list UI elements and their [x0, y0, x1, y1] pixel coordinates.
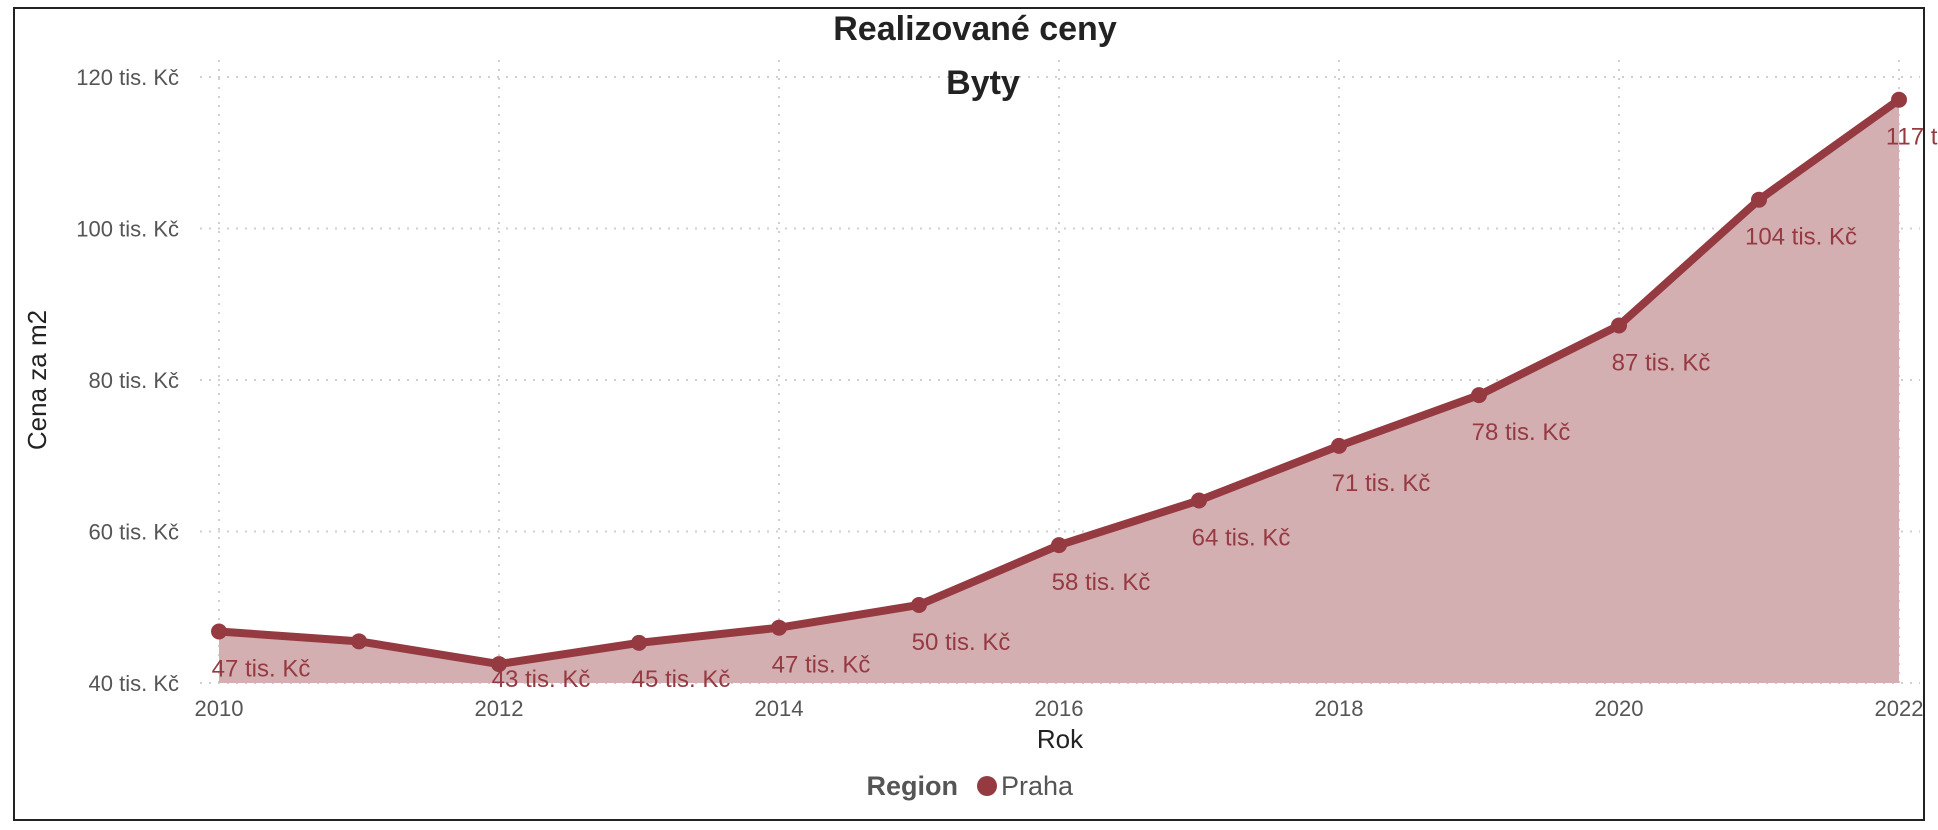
data-point: [631, 634, 647, 651]
data-label: 47 tis. Kč: [772, 652, 871, 679]
data-point: [771, 619, 787, 636]
data-point: [491, 656, 507, 673]
legend-title: Region: [867, 771, 959, 801]
y-tick-label: 120 tis. Kč: [76, 65, 179, 90]
data-point: [911, 596, 927, 613]
series-area-praha: [219, 99, 1899, 684]
data-label: 117 tis. Kč: [1886, 124, 1938, 151]
data-label: 71 tis. Kč: [1332, 470, 1431, 497]
chart-subtitle: Byty: [946, 64, 1020, 102]
data-point: [1331, 437, 1347, 454]
data-point: [351, 633, 367, 650]
x-tick-label: 2012: [475, 696, 524, 721]
x-tick-label: 2010: [195, 696, 244, 721]
x-axis-title: Rok: [1037, 724, 1084, 754]
data-label: 47 tis. Kč: [212, 655, 311, 682]
legend-marker-praha: [977, 776, 997, 796]
x-tick-label: 2016: [1035, 696, 1084, 721]
chart-frame: [13, 7, 1925, 821]
data-point: [1751, 191, 1767, 208]
data-label: 87 tis. Kč: [1612, 349, 1711, 376]
data-point: [211, 623, 227, 640]
data-point: [1891, 91, 1907, 108]
x-tick-label: 2014: [755, 696, 804, 721]
y-tick-label: 60 tis. Kč: [89, 520, 179, 545]
data-label: 43 tis. Kč: [492, 666, 591, 693]
point-layer: [211, 91, 1907, 673]
area-layer: [219, 99, 1899, 684]
data-point: [1051, 537, 1067, 554]
data-label: 45 tis. Kč: [632, 666, 731, 693]
x-tick-label: 2020: [1595, 696, 1644, 721]
tick-layer: 40 tis. Kč 60 tis. Kč 80 tis. Kč 100 tis. K…: [76, 65, 1923, 721]
data-label: 58 tis. Kč: [1052, 569, 1151, 596]
legend-label-praha: Praha: [1001, 771, 1074, 801]
y-tick-label: 80 tis. Kč: [89, 368, 179, 393]
data-point: [1191, 492, 1207, 509]
data-label: 50 tis. Kč: [912, 629, 1011, 656]
data-label: 78 tis. Kč: [1472, 419, 1571, 446]
y-tick-label: 40 tis. Kč: [89, 671, 179, 696]
data-label-layer: 47 tis. Kč 43 tis. Kč 45 tis. Kč 47 tis. Kč…: [212, 124, 1938, 693]
x-tick-label: 2018: [1315, 696, 1364, 721]
y-tick-label: 100 tis. Kč: [76, 217, 179, 242]
chart-title: Realizované ceny: [833, 10, 1117, 48]
y-axis-title: Cena za m2: [22, 310, 52, 450]
data-label: 64 tis. Kč: [1192, 524, 1291, 551]
data-point: [1611, 317, 1627, 334]
data-label: 104 tis. Kč: [1745, 224, 1857, 251]
legend: Region Praha: [867, 771, 1075, 801]
x-tick-label: 2022: [1875, 696, 1924, 721]
data-point: [1471, 387, 1487, 404]
